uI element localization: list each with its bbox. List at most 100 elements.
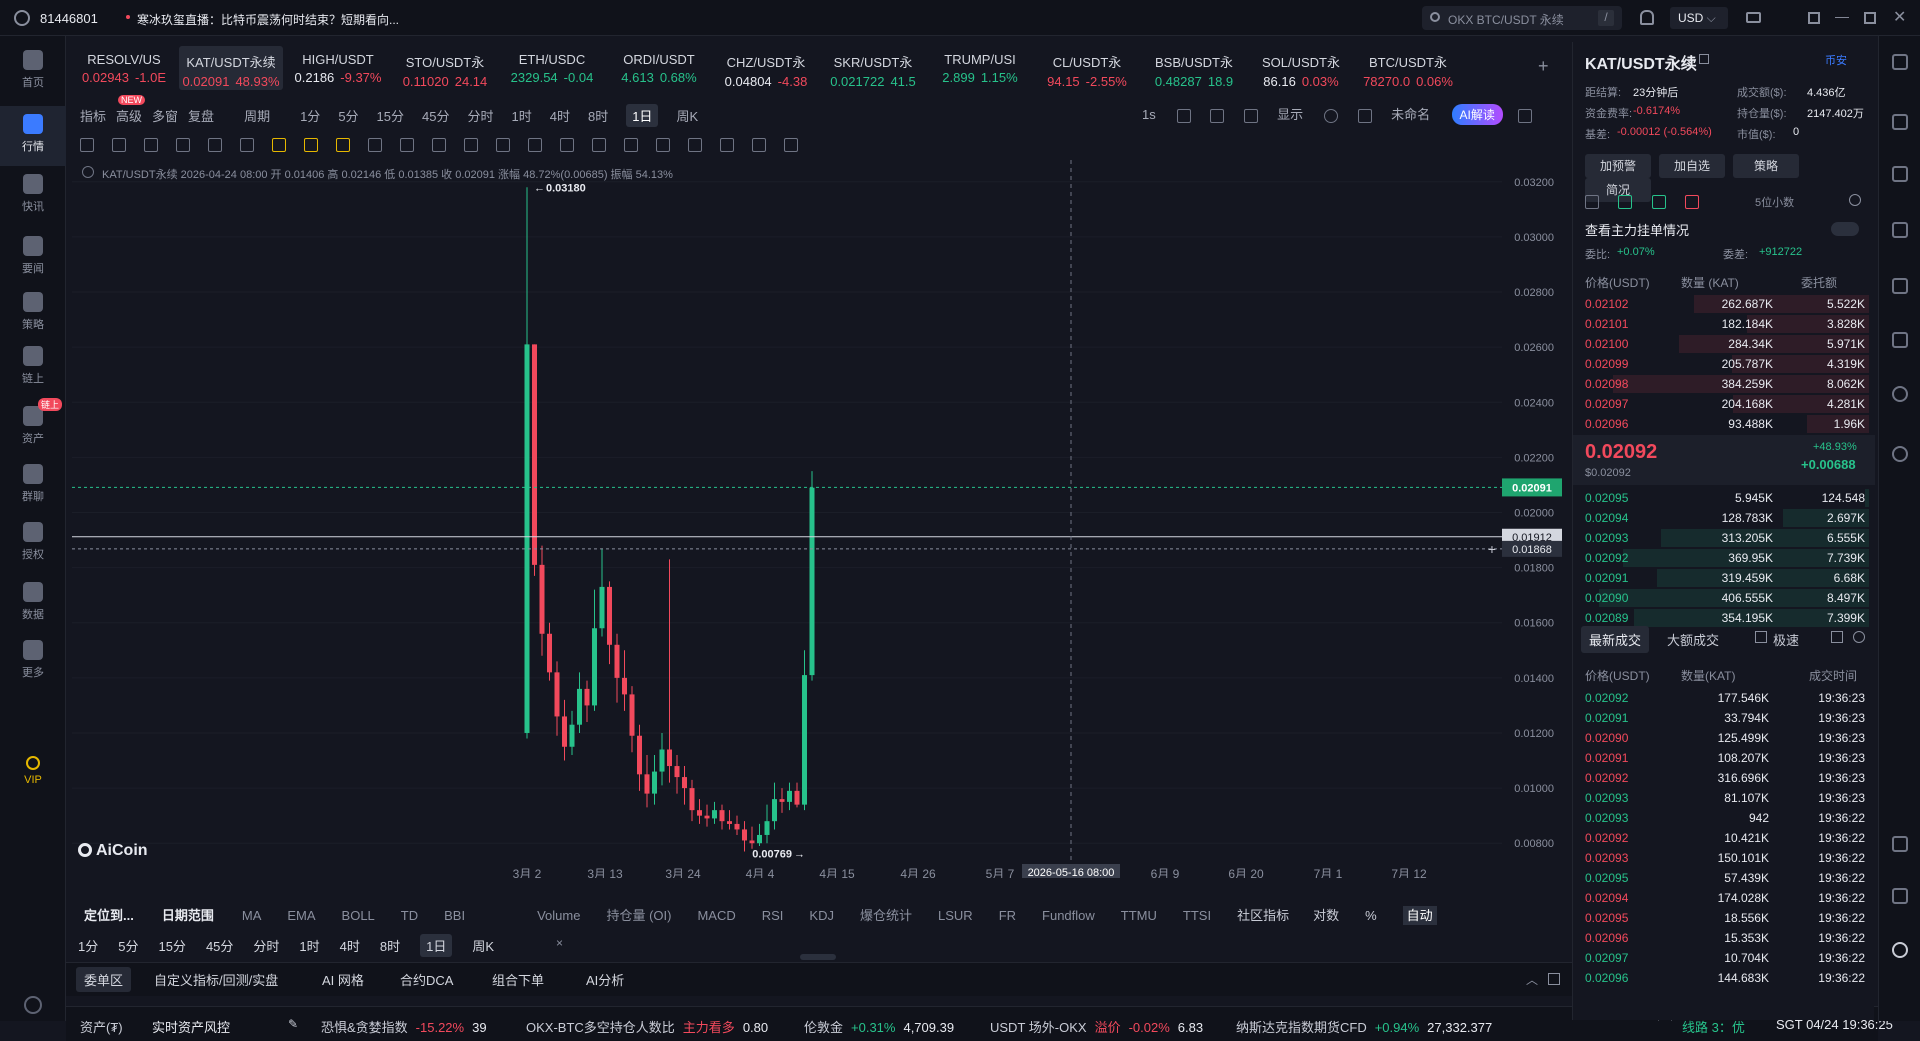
settings-icon[interactable]	[1324, 108, 1339, 123]
indicator-left-1[interactable]: 日期范围	[161, 908, 214, 923]
ticker-tab[interactable]: CL/USDT永 94.15 -2.55%	[1035, 46, 1139, 90]
monitor-icon[interactable]	[1892, 278, 1908, 294]
bot-icon[interactable]	[1892, 386, 1908, 402]
fast-checkbox[interactable]	[1755, 631, 1767, 643]
search-box[interactable]: OKX BTC/USDT 永续 /	[1422, 6, 1622, 30]
indicator-item[interactable]: TTMU	[1120, 908, 1157, 923]
nav-chat[interactable]: 群聊	[0, 456, 66, 516]
orderbook-row[interactable]: 0.02098 384.259K 8.062K	[1583, 374, 1869, 394]
tab-latest-trades[interactable]: 最新成交	[1581, 626, 1650, 653]
horizontal-lines-icon[interactable]	[112, 137, 126, 152]
period-item[interactable]: 45分	[205, 939, 234, 954]
toolbar-item[interactable]: 高级	[116, 109, 143, 124]
ticker-tab[interactable]: SOL/USDT永 86.16 0.03%	[1249, 46, 1353, 90]
usdt-premium[interactable]: USDT 场外-OKX 溢价 -0.02% 6.83	[990, 1017, 1211, 1036]
action-button[interactable]: 加自选	[1659, 154, 1725, 178]
finance-icon[interactable]	[1892, 166, 1908, 182]
nav-asset[interactable]: 资产 链上	[0, 398, 66, 458]
filter-icon[interactable]	[1831, 631, 1843, 643]
indicator-item[interactable]: TD	[400, 908, 419, 923]
edit-icon[interactable]: ✎	[288, 1017, 299, 1031]
indicator-item[interactable]: BBI	[444, 908, 466, 923]
layout-icon[interactable]	[1892, 54, 1908, 70]
okx-ratio[interactable]: OKX-BTC多空持仓人数比 主力看多 0.80	[526, 1017, 776, 1036]
toolbar-item[interactable]: 1日	[626, 104, 659, 127]
ticker-tab[interactable]: HIGH/USDT 0.2186 -9.37%	[286, 46, 390, 90]
toolbar-item[interactable]: 1分	[300, 109, 321, 124]
indicator-item[interactable]: 社区指标	[1237, 908, 1290, 923]
period-item[interactable]: 1时	[299, 939, 320, 954]
orderbook-row[interactable]: 0.02094 128.783K 2.697K	[1583, 508, 1869, 528]
action-button[interactable]: 策略	[1733, 154, 1799, 178]
bottom-tab[interactable]: AI 网格	[322, 973, 364, 988]
bell-icon[interactable]	[1640, 10, 1654, 25]
toolbar-item[interactable]: 1时	[511, 109, 532, 124]
ob-header-qty[interactable]: 数量 (KAT)	[1681, 276, 1739, 290]
compare-icon[interactable]	[368, 137, 382, 152]
ticker-tab[interactable]: BTC/USDT永 78270.0 0.06%	[1356, 46, 1460, 90]
ob-header-amount[interactable]: 委托额	[1801, 276, 1838, 290]
user-icon[interactable]	[14, 10, 30, 26]
indicator-item[interactable]: BOLL	[341, 908, 375, 923]
nav-article[interactable]: 要闻	[0, 228, 66, 288]
ticker-tab[interactable]: STO/USDT永 0.11020 24.14	[393, 46, 497, 90]
nav-market[interactable]: 行情	[0, 106, 66, 166]
view-both-icon[interactable]	[1585, 194, 1599, 209]
orderbook-row[interactable]: 0.02102 262.687K 5.522K	[1583, 294, 1869, 314]
status-asset[interactable]: 资产(₮)	[80, 1020, 123, 1035]
orderbook-row[interactable]: 0.02096 93.488K 1.96K	[1583, 414, 1869, 434]
order-icon[interactable]	[1892, 114, 1908, 130]
indicator-item[interactable]: 对数	[1313, 908, 1340, 923]
eraser-icon[interactable]	[528, 137, 542, 152]
mail-icon[interactable]	[1746, 12, 1761, 23]
collapse-icon[interactable]: ︿	[1526, 973, 1539, 987]
indicator-item[interactable]: RSI	[761, 908, 784, 923]
nav-onchain[interactable]: 链上	[0, 338, 66, 398]
crop-icon[interactable]	[432, 137, 446, 152]
toolbar-item[interactable]: 15分	[376, 109, 405, 124]
bottom-tab[interactable]: 合约DCA	[400, 973, 454, 988]
orderbook-row[interactable]: 0.02091 319.459K 6.68K	[1583, 568, 1869, 588]
action-button[interactable]: 简况	[1585, 178, 1651, 202]
period-item[interactable]: 5分	[118, 939, 139, 954]
indicator-item[interactable]: 持仓量 (OI)	[606, 908, 672, 923]
layout-name[interactable]: 未命名	[1391, 107, 1431, 122]
toolbar-item[interactable]: 多窗	[152, 109, 179, 124]
ticker-tab[interactable]: SKR/USDT永 0.021722 41.5	[821, 46, 925, 90]
hide-icon[interactable]	[624, 137, 638, 152]
toolbar-item[interactable]: 复盘	[188, 109, 215, 124]
ticker-tab[interactable]: TRUMP/USI 2.899 1.15%	[928, 46, 1032, 90]
brush-icon[interactable]	[240, 137, 254, 152]
minimize-icon[interactable]: —	[1835, 8, 1849, 24]
magnet-icon[interactable]	[560, 137, 574, 152]
indicator-item[interactable]: MACD	[697, 908, 736, 923]
link-icon[interactable]	[656, 137, 670, 152]
calculator-icon[interactable]	[1892, 332, 1908, 348]
tab-large-trades[interactable]: 大额成交	[1667, 633, 1720, 648]
chart-line-icon[interactable]	[1892, 222, 1908, 238]
period-item[interactable]: 15分	[158, 939, 186, 954]
nav-strategy[interactable]: 策略	[0, 284, 66, 344]
nasdaq[interactable]: 纳斯达克指数期货CFD +0.94% 27,332.377	[1236, 1017, 1500, 1036]
toolbar-item[interactable]: 4时	[549, 109, 570, 124]
fear-greed[interactable]: 恐惧&贪婪指数 -15.22% 39	[321, 1017, 495, 1036]
orderbook-row[interactable]: 0.02089 354.195K 7.399K	[1583, 608, 1869, 628]
indicator-item[interactable]: EMA	[287, 908, 316, 923]
indicator-item[interactable]: Volume	[537, 908, 581, 923]
exchange-icon[interactable]	[1892, 446, 1908, 462]
nav-vip[interactable]: VIP	[0, 748, 66, 808]
share-icon[interactable]	[1518, 108, 1533, 123]
pen-icon[interactable]	[1210, 108, 1225, 123]
nav-news[interactable]: 快讯	[0, 166, 66, 226]
measure-icon[interactable]	[400, 137, 414, 152]
action-button[interactable]: 加预警	[1585, 154, 1651, 178]
bottom-tab[interactable]: 组合下单	[492, 973, 545, 988]
period-item[interactable]: 分时	[253, 939, 280, 954]
period-item[interactable]: 8时	[379, 939, 401, 954]
indicator-item[interactable]: LSUR	[938, 908, 973, 923]
nav-home[interactable]: 首页	[0, 42, 66, 102]
toolbar-item[interactable]: 周期	[244, 109, 271, 124]
display-button[interactable]: 显示	[1277, 107, 1304, 122]
add-ticker-icon[interactable]: +	[1538, 56, 1549, 76]
close-period-icon[interactable]: ×	[556, 936, 564, 950]
